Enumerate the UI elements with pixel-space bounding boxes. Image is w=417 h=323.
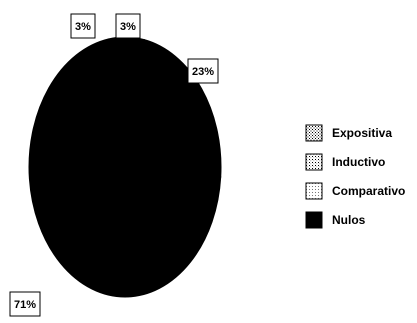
data-label-inductivo: 3% bbox=[115, 13, 141, 39]
legend-item-comparativo: Comparativo bbox=[305, 182, 405, 200]
data-label-nulos: 71% bbox=[9, 291, 41, 317]
pie-slices bbox=[28, 36, 222, 298]
legend: Expositiva Inductivo Comparativo Nulos bbox=[305, 124, 405, 229]
legend-label-comparativo: Comparativo bbox=[332, 184, 405, 198]
data-label-text: 3% bbox=[120, 21, 136, 33]
legend-swatch-comparativo bbox=[305, 182, 323, 200]
legend-item-inductivo: Inductivo bbox=[305, 153, 385, 171]
data-label-expositiva: 3% bbox=[70, 13, 96, 39]
data-label-text: 3% bbox=[75, 21, 91, 33]
legend-swatch-nulos bbox=[305, 211, 323, 229]
data-label-text: 71% bbox=[14, 299, 36, 311]
legend-label-inductivo: Inductivo bbox=[332, 155, 385, 169]
pie-data-labels: 3% 3% 23% 71% bbox=[9, 13, 219, 317]
legend-swatch-inductivo bbox=[305, 153, 323, 171]
pie-slice-comparativo bbox=[124, 39, 222, 178]
legend-label-expositiva: Expositiva bbox=[332, 126, 392, 140]
legend-item-expositiva: Expositiva bbox=[305, 124, 392, 142]
legend-swatch-expositiva bbox=[305, 124, 323, 142]
data-label-text: 23% bbox=[192, 66, 214, 78]
pie-slice-nulos bbox=[28, 38, 222, 298]
data-label-comparativo: 23% bbox=[187, 58, 219, 84]
legend-label-nulos: Nulos bbox=[332, 213, 366, 227]
legend-item-nulos: Nulos bbox=[305, 211, 366, 229]
